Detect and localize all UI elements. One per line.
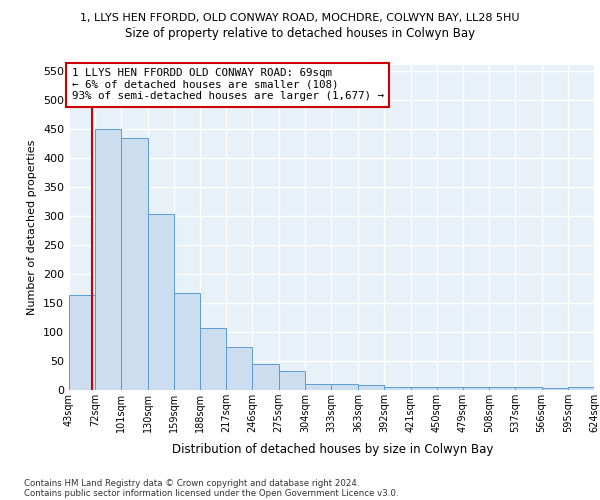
Bar bbox=[226, 347, 253, 390]
Bar bbox=[489, 387, 515, 390]
Text: Distribution of detached houses by size in Colwyn Bay: Distribution of detached houses by size … bbox=[172, 442, 494, 456]
Bar bbox=[358, 385, 385, 390]
Bar bbox=[542, 388, 568, 390]
Bar bbox=[568, 387, 594, 390]
Bar bbox=[437, 387, 463, 390]
Bar bbox=[174, 293, 200, 390]
Bar bbox=[385, 386, 410, 390]
Bar bbox=[305, 384, 331, 390]
Text: Contains HM Land Registry data © Crown copyright and database right 2024.: Contains HM Land Registry data © Crown c… bbox=[24, 478, 359, 488]
Bar bbox=[148, 214, 174, 390]
Bar bbox=[278, 371, 305, 390]
Bar bbox=[515, 387, 542, 390]
Bar bbox=[331, 384, 358, 390]
Bar bbox=[463, 387, 489, 390]
Bar bbox=[69, 296, 95, 390]
Bar bbox=[253, 364, 278, 390]
Bar bbox=[410, 387, 437, 390]
Bar bbox=[95, 129, 121, 390]
Text: 1 LLYS HEN FFORDD OLD CONWAY ROAD: 69sqm
← 6% of detached houses are smaller (10: 1 LLYS HEN FFORDD OLD CONWAY ROAD: 69sqm… bbox=[71, 68, 383, 102]
Y-axis label: Number of detached properties: Number of detached properties bbox=[28, 140, 37, 315]
Text: Contains public sector information licensed under the Open Government Licence v3: Contains public sector information licen… bbox=[24, 488, 398, 498]
Bar bbox=[200, 328, 226, 390]
Bar bbox=[121, 138, 148, 390]
Text: 1, LLYS HEN FFORDD, OLD CONWAY ROAD, MOCHDRE, COLWYN BAY, LL28 5HU: 1, LLYS HEN FFORDD, OLD CONWAY ROAD, MOC… bbox=[80, 12, 520, 22]
Text: Size of property relative to detached houses in Colwyn Bay: Size of property relative to detached ho… bbox=[125, 28, 475, 40]
